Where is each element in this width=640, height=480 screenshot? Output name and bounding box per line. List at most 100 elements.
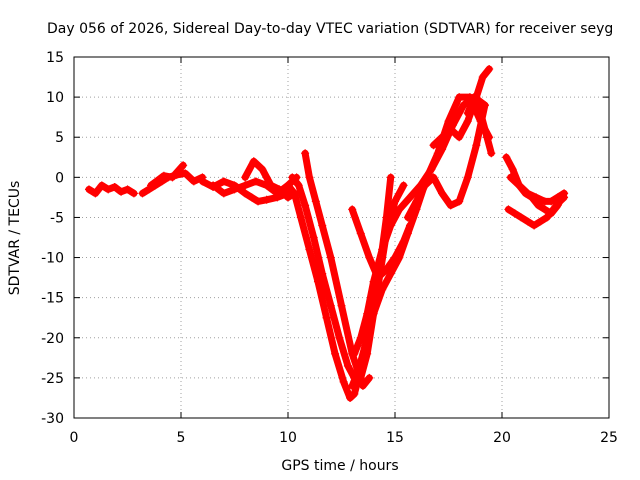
data-point <box>284 181 292 190</box>
chart-title: Day 056 of 2026, Sidereal Day-to-day VTE… <box>47 21 613 37</box>
data-point <box>485 65 494 74</box>
data-point <box>429 173 438 182</box>
data-point <box>391 197 399 206</box>
series-line <box>507 173 568 205</box>
data-point <box>335 333 344 342</box>
data-point <box>403 213 412 222</box>
series-track-15 <box>463 93 496 158</box>
data-point <box>343 361 352 370</box>
series-line <box>348 93 493 390</box>
data-point <box>532 193 541 202</box>
tick-labels: 0 5 10 15 20 25 -30 -25 -20 -15 -10 -5 0 5 10 15 <box>41 50 618 446</box>
data-point <box>386 173 395 182</box>
data-point <box>322 313 331 322</box>
data-point <box>97 181 106 190</box>
data-point <box>427 165 436 174</box>
data-point <box>438 189 447 198</box>
data-point <box>455 93 464 102</box>
data-point <box>313 277 322 286</box>
data-point <box>534 201 543 210</box>
data-point <box>147 181 156 190</box>
y-tick-label: 0 <box>55 170 64 186</box>
data-point <box>301 201 310 210</box>
data-point <box>523 217 532 226</box>
data-point <box>506 173 515 182</box>
data-point <box>337 301 346 310</box>
data-point <box>266 181 275 190</box>
data-point <box>230 185 239 194</box>
x-tick-label: 5 <box>177 430 186 446</box>
data-point <box>305 173 314 182</box>
data-point <box>318 221 327 230</box>
data-point <box>405 221 414 230</box>
data-point <box>399 181 408 190</box>
series-track-12 <box>348 205 414 282</box>
data-point <box>159 171 168 180</box>
data-point <box>463 173 472 182</box>
data-point <box>369 277 378 286</box>
series-track-1 <box>84 181 138 198</box>
data-point <box>153 176 162 185</box>
data-point <box>219 177 228 186</box>
data-point <box>284 193 292 202</box>
grid <box>74 57 609 418</box>
data-point <box>420 181 429 190</box>
series-track-3 <box>147 161 188 190</box>
data-point <box>258 165 267 174</box>
data-point <box>354 365 363 374</box>
data-point <box>339 377 348 386</box>
data-point <box>483 133 492 142</box>
data-point <box>480 101 489 110</box>
data-point <box>373 273 382 282</box>
data-point <box>560 189 569 198</box>
data-point <box>365 373 374 382</box>
y-tick-label: -5 <box>50 210 64 226</box>
y-tick-label: 10 <box>46 90 64 106</box>
data-point <box>219 189 228 198</box>
data-point <box>254 197 263 206</box>
data-point <box>326 301 335 310</box>
data-point <box>247 193 256 202</box>
data-point <box>326 253 335 262</box>
data-point <box>288 173 297 182</box>
data-point <box>123 185 132 194</box>
data-point <box>438 133 447 142</box>
data-point <box>181 169 190 178</box>
data-point <box>549 205 558 214</box>
data-point <box>487 149 496 158</box>
data-point <box>378 285 387 294</box>
data-point <box>189 177 198 186</box>
data-point <box>386 221 395 230</box>
data-point <box>455 133 464 142</box>
data-point <box>91 189 100 198</box>
x-tick-label: 20 <box>493 430 511 446</box>
data-point <box>348 205 357 214</box>
data-point <box>405 193 414 202</box>
data-point <box>348 381 357 390</box>
data-point <box>515 181 524 190</box>
data-point <box>305 245 314 254</box>
data-point <box>350 349 359 358</box>
data-point <box>378 245 387 254</box>
data-point <box>209 181 218 190</box>
series-line <box>348 205 414 282</box>
data-point <box>311 197 320 206</box>
data-point <box>517 213 526 222</box>
data-point <box>301 149 310 158</box>
data-point <box>129 189 138 198</box>
plot-frame <box>73 56 610 419</box>
data-point <box>318 269 327 278</box>
data-point <box>249 157 258 166</box>
data-point <box>365 253 374 262</box>
data-point <box>356 333 365 342</box>
data-point <box>502 153 511 162</box>
x-axis-label: GPS time / hours <box>281 458 398 474</box>
y-tick-label: -30 <box>41 411 64 427</box>
data-point <box>179 161 188 170</box>
data-point <box>361 341 370 350</box>
data-point <box>363 309 372 318</box>
data-point <box>476 109 485 118</box>
data-point <box>463 117 472 126</box>
data-series <box>84 65 569 402</box>
data-point <box>309 233 318 242</box>
